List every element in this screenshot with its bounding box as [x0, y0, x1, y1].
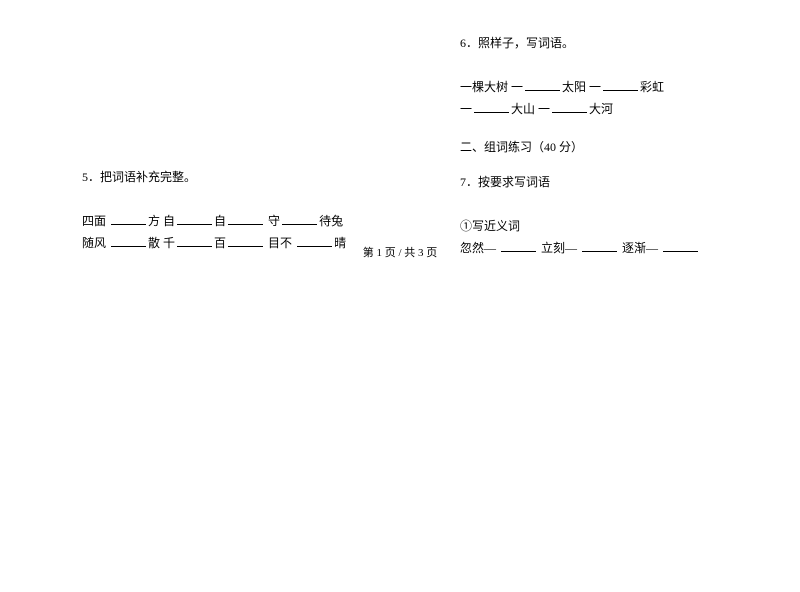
page-footer: 第 1 页 / 共 3 页: [0, 244, 800, 260]
q6-l2-p1: 大山 一: [511, 102, 550, 116]
q6-l2-p0: 一: [460, 102, 472, 116]
blank: [282, 213, 317, 225]
blank: [228, 213, 263, 225]
blank: [525, 79, 560, 91]
q5-l1-p1: 方 自: [148, 214, 175, 228]
q5-l1-p4: 待兔: [319, 214, 343, 228]
left-column: 5．把词语补充完整。 四面 方 自自 守待兔 随风 散 千百 目不 晴: [82, 168, 382, 254]
q6-title: ．照样子，写词语。: [466, 36, 574, 50]
question-6-header: 6．照样子，写词语。: [460, 34, 760, 51]
q7-subtitle: ①写近义词: [460, 216, 760, 238]
document-page: 5．把词语补充完整。 四面 方 自自 守待兔 随风 散 千百 目不 晴 6．照样…: [0, 0, 800, 592]
q6-l1-p2: 彩虹: [640, 80, 664, 94]
question-5-header: 5．把词语补充完整。: [82, 168, 382, 185]
q6-l1-p1: 太阳 一: [562, 80, 601, 94]
page-number-text: 第 1 页 / 共 3 页: [363, 247, 438, 259]
q7-title: ．按要求写词语: [466, 175, 550, 189]
q5-l1-p2: 自: [214, 214, 226, 228]
q5-l1-p0: 四面: [82, 214, 109, 228]
q6-line2: 一 大山 一 大河: [460, 99, 760, 121]
blank: [552, 101, 587, 113]
blank: [111, 213, 146, 225]
q6-l1-p0: 一棵大树 一: [460, 80, 523, 94]
q5-l1-p3: 守: [265, 214, 280, 228]
q6-l2-p2: 大河: [589, 102, 613, 116]
blank: [603, 79, 638, 91]
section-2-title: 二、组词练习（40 分）: [460, 138, 760, 155]
question-7-header: 7．按要求写词语: [460, 173, 760, 190]
blank: [177, 213, 212, 225]
q5-title: ．把词语补充完整。: [88, 170, 196, 184]
right-column: 6．照样子，写词语。 一棵大树 一 太阳 一 彩虹 一 大山 一 大河 二、组词练习（4…: [460, 34, 760, 259]
q6-line1: 一棵大树 一 太阳 一 彩虹: [460, 77, 760, 99]
blank: [474, 101, 509, 113]
q5-line1: 四面 方 自 自 守 待兔: [82, 211, 382, 233]
